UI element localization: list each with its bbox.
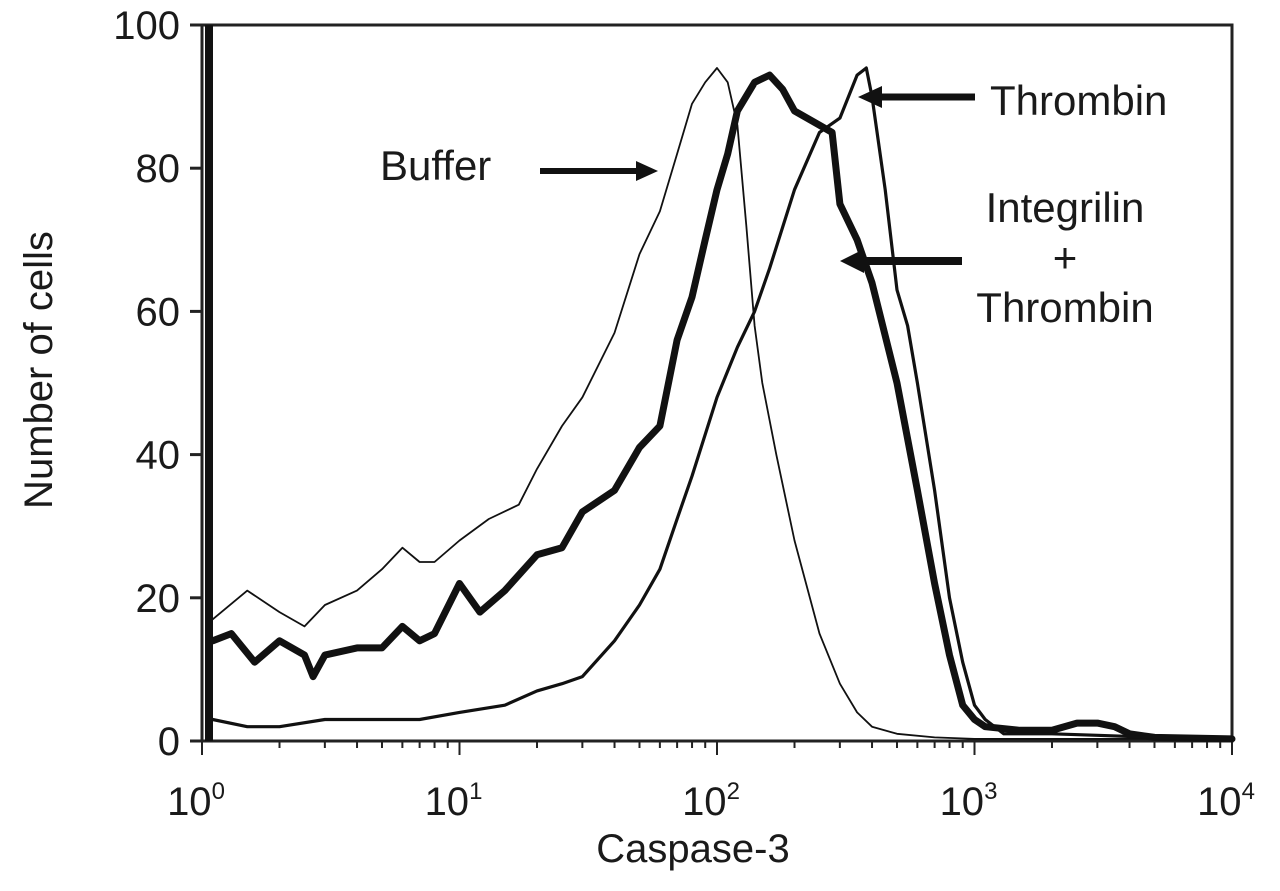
x-tick-label: 102 — [682, 778, 740, 824]
x-tick-label: 101 — [425, 778, 483, 824]
arrow-buffer — [540, 161, 658, 181]
series-line-buffer — [211, 67, 1233, 740]
x-tick-label: 100 — [167, 778, 225, 824]
annotation-integrilin-line3: Thrombin — [976, 284, 1153, 331]
y-tick-label: 100 — [113, 4, 180, 48]
arrow-integrilin-thrombin — [840, 249, 962, 273]
x-tick-label: 104 — [1197, 778, 1255, 824]
y-tick-label: 60 — [136, 290, 181, 334]
y-axis-label: Number of cells — [17, 231, 61, 509]
y-tick-label: 20 — [136, 577, 181, 621]
y-tick-label: 40 — [136, 434, 181, 478]
y-tick-label: 80 — [136, 147, 181, 191]
annotation-integrilin-line2: + — [1053, 234, 1078, 281]
series-layer — [209, 66, 1236, 743]
annotation-buffer: Buffer — [380, 142, 491, 189]
series-line-integrilin-thrombin — [209, 71, 1236, 743]
series-line-thrombin — [211, 66, 1234, 741]
x-axis-label: Caspase-3 — [596, 827, 789, 871]
plot-frame — [200, 23, 1234, 743]
y-tick-label: 0 — [158, 720, 180, 764]
annotation-thrombin: Thrombin — [990, 77, 1167, 124]
y-axis: 0 20 40 60 80 100 — [113, 4, 202, 764]
x-axis: 100 101 102 103 104 — [167, 741, 1255, 824]
arrow-thrombin — [858, 86, 975, 108]
annotation-integrilin-line1: Integrilin — [986, 184, 1145, 231]
x-tick-label: 103 — [940, 778, 998, 824]
